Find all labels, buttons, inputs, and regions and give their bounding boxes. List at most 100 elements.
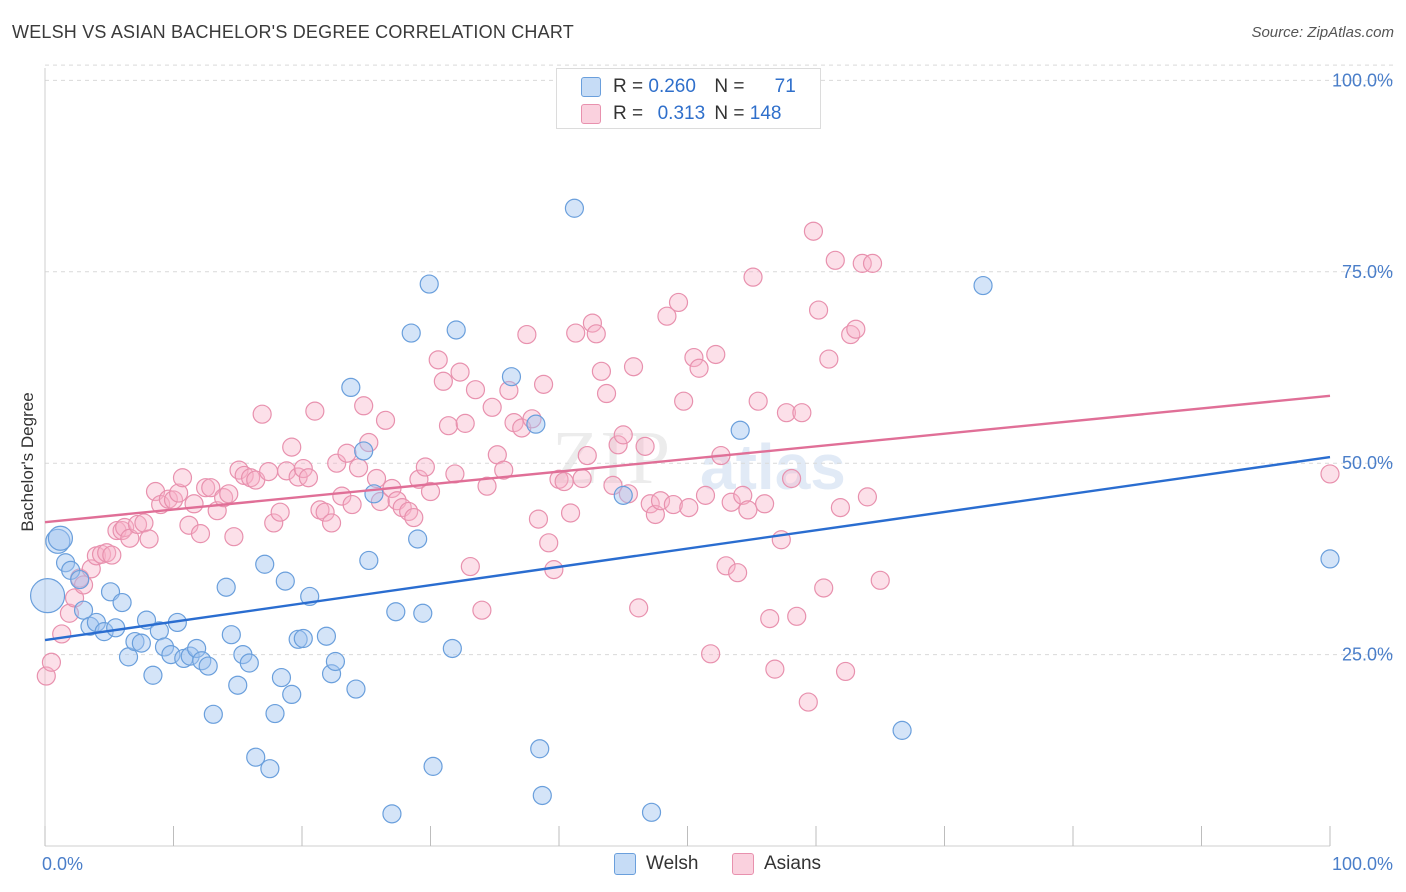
data-point (252, 404, 272, 424)
data-point (134, 513, 154, 533)
data-point (528, 509, 549, 529)
data-point (730, 420, 750, 440)
data-point (566, 323, 586, 343)
data-point (455, 413, 475, 433)
data-point (841, 324, 861, 345)
stats-legend: R = 0.260 N = 71 R = 0.313 N = 148 (556, 68, 821, 129)
y-tick-label: 50.0% (1342, 453, 1393, 473)
data-point (663, 494, 683, 515)
data-point (342, 494, 362, 515)
axis-labels: 25.0% 50.0% 75.0% 100.0% 0.0% 100.0% Bachelor'… (18, 70, 1393, 874)
welsh-trend-line (44, 455, 1331, 642)
data-point (161, 644, 181, 665)
data-point (201, 478, 221, 498)
data-point (754, 494, 775, 514)
data-point (706, 344, 726, 365)
data-point (577, 445, 597, 466)
data-point (271, 667, 292, 688)
data-point (530, 739, 550, 759)
data-point (472, 600, 492, 620)
data-point (73, 575, 94, 595)
data-point (560, 503, 581, 523)
legend-item-welsh[interactable]: Welsh (614, 851, 698, 877)
data-point (641, 802, 662, 822)
data-point (41, 652, 62, 672)
watermark-atlas: atlas (700, 431, 846, 503)
data-point (158, 489, 178, 509)
data-point (239, 653, 259, 673)
data-point (127, 514, 148, 535)
n-label: N = (714, 103, 745, 124)
data-point (348, 458, 369, 478)
source-credit: Source: ZipAtlas.com (1251, 24, 1394, 41)
data-point (870, 570, 890, 590)
data-point (139, 529, 159, 549)
data-point (325, 651, 346, 672)
data-point (629, 598, 649, 618)
data-point (364, 484, 384, 504)
data-point (539, 533, 559, 553)
data-point (803, 221, 824, 241)
data-point (180, 646, 200, 666)
data-point (260, 759, 280, 779)
asians-points (36, 221, 1340, 712)
n-label: N = (714, 76, 745, 97)
data-point (321, 664, 342, 684)
data-point (420, 481, 441, 502)
data-point (501, 367, 522, 387)
data-point (59, 603, 80, 623)
legend-item-asians[interactable]: Asians (732, 851, 821, 877)
data-point (408, 529, 428, 549)
data-point (591, 361, 612, 381)
data-point (613, 485, 633, 505)
data-point (765, 659, 785, 679)
data-point (679, 498, 699, 518)
data-point (282, 437, 302, 457)
data-point (892, 720, 912, 740)
r-label: R = (613, 76, 644, 97)
data-point (522, 409, 542, 429)
axes (44, 68, 1331, 847)
data-point (131, 633, 151, 653)
data-point (196, 478, 216, 498)
data-point (190, 524, 211, 544)
data-point (674, 391, 694, 411)
data-point (70, 569, 90, 590)
data-point (738, 500, 758, 520)
data-point (404, 507, 424, 528)
data-point (428, 350, 448, 370)
data-point (346, 679, 366, 699)
y-tick-label: 25.0% (1342, 645, 1393, 665)
data-point (219, 484, 239, 504)
trend-lines (44, 394, 1331, 642)
data-point (973, 275, 993, 296)
data-point (192, 651, 212, 671)
y-tick-label: 75.0% (1342, 262, 1393, 282)
data-point (224, 527, 244, 547)
data-point (701, 644, 721, 664)
data-point (760, 609, 780, 629)
asians-r-value: 0.313 (657, 103, 706, 124)
data-point (695, 485, 716, 505)
asians-swatch (581, 104, 601, 124)
data-point (419, 274, 439, 294)
data-point (276, 461, 297, 481)
data-point (229, 460, 249, 480)
data-point (668, 292, 689, 313)
data-point (293, 628, 313, 649)
data-point (143, 665, 163, 685)
data-point (635, 436, 655, 456)
data-point (781, 468, 802, 489)
data-point (184, 494, 204, 514)
asians-legend-label: Asians (764, 853, 822, 874)
data-point (255, 554, 275, 574)
data-point (808, 300, 829, 320)
r-label: R = (613, 103, 644, 124)
data-point (106, 618, 126, 638)
data-point (482, 397, 502, 417)
data-point (423, 756, 443, 776)
data-point (465, 380, 486, 400)
data-point (650, 491, 671, 511)
data-point (830, 498, 851, 518)
legend-row-asians: R = 0.313 N = 148 (581, 102, 796, 126)
